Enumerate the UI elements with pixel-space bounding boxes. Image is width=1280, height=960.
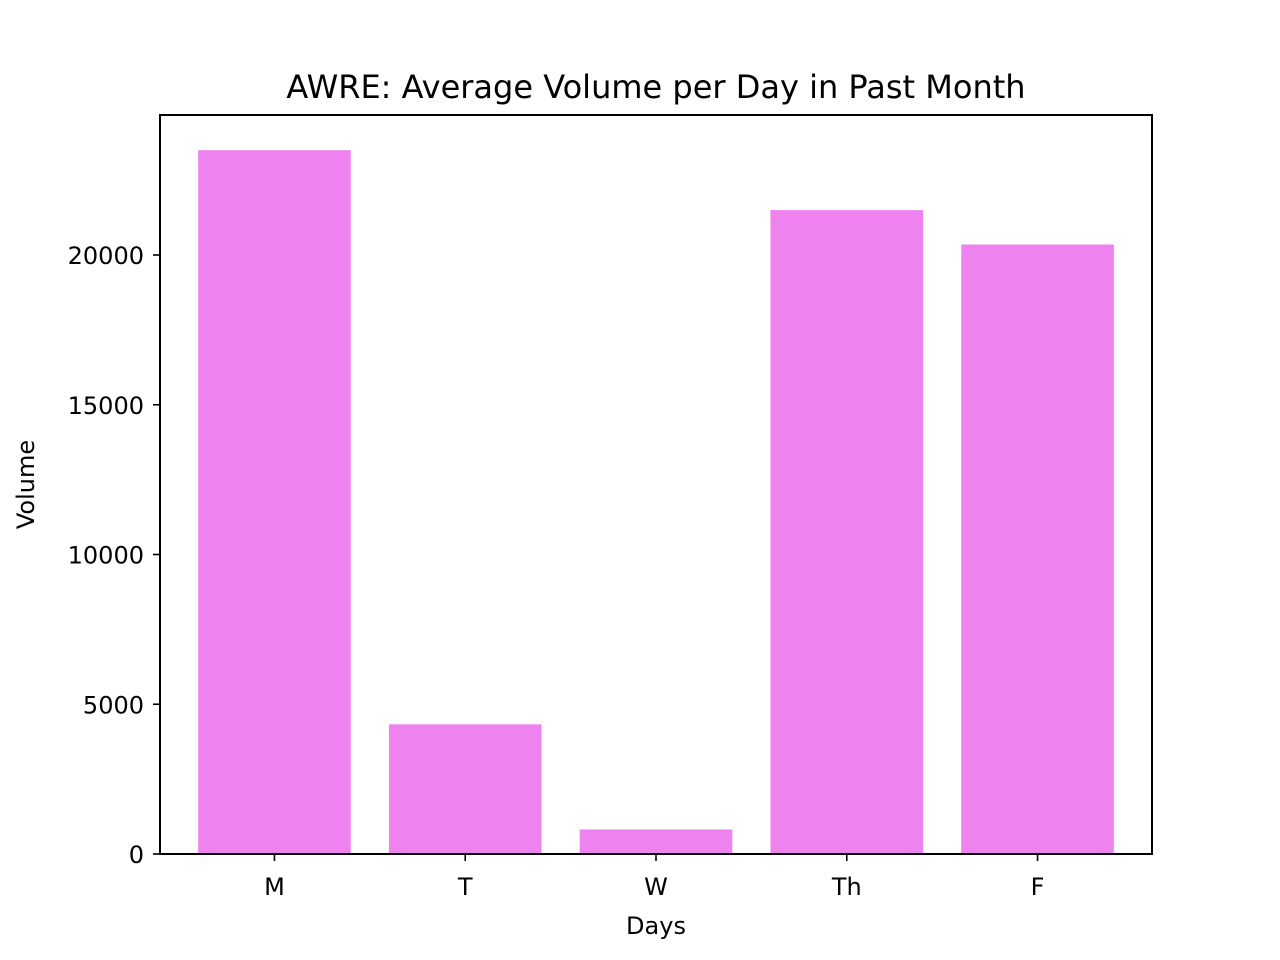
y-axis-label: Volume [12,440,40,529]
bar-t [388,724,542,854]
chart-title: AWRE: Average Volume per Day in Past Mon… [286,68,1025,106]
bars [198,150,1114,855]
y-tick-label: 10000 [68,542,144,570]
y-tick-label: 20000 [68,242,144,270]
x-tick-label: F [1031,873,1045,901]
x-tick-label: Th [831,873,862,901]
bar-w [579,829,733,854]
y-axis: 0 5000 10000 15000 20000 [68,242,160,869]
x-tick-label: M [264,873,285,901]
y-tick-label: 5000 [83,691,144,719]
bar-m [198,150,351,854]
x-axis: M T W Th F [264,854,1044,901]
x-axis-label: Days [626,912,686,940]
y-tick-label: 0 [129,841,144,869]
x-tick-label: T [457,873,473,901]
x-tick-label: W [644,873,668,901]
y-tick-label: 15000 [68,392,144,420]
bar-th [770,210,924,854]
bar-f [961,244,1114,855]
